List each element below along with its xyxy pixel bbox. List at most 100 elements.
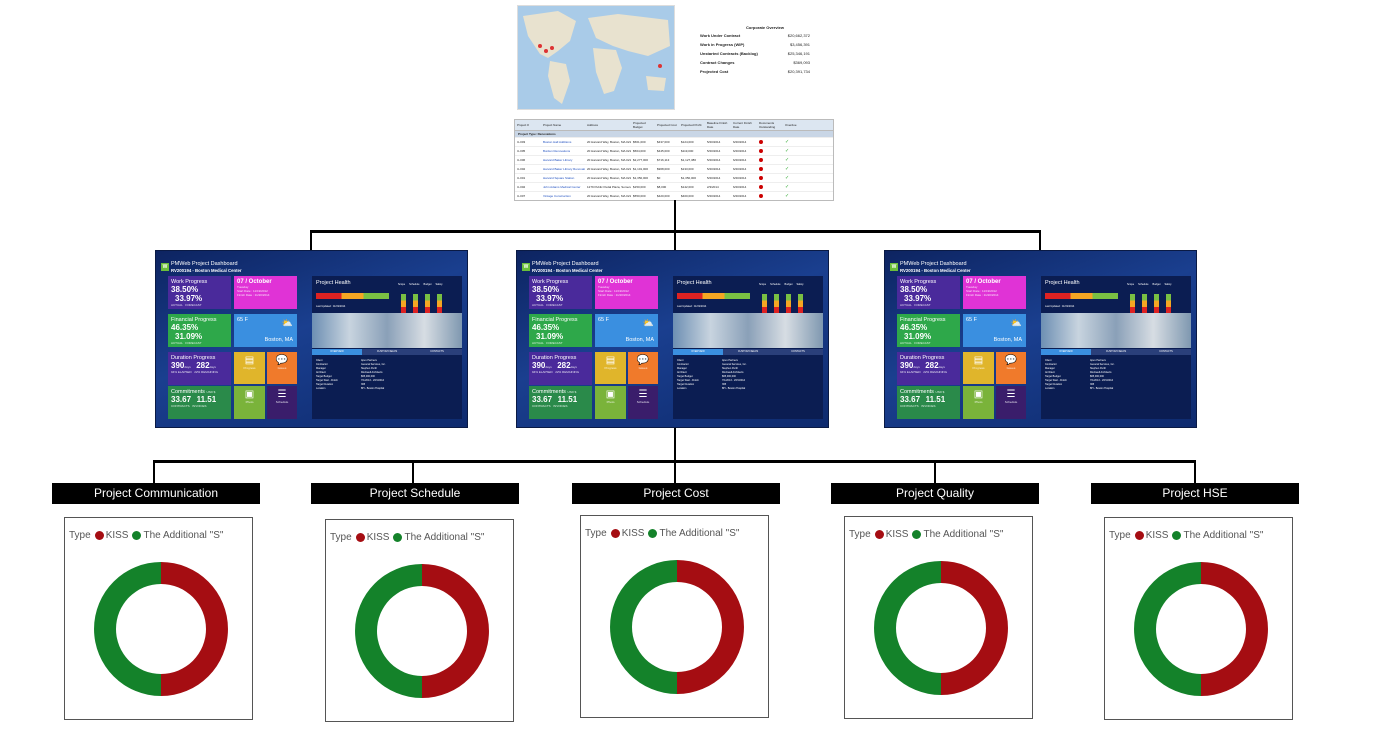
list-icon: ☰	[1006, 389, 1016, 400]
photo-tile[interactable]: ▣ Photo	[595, 386, 626, 419]
issues-tile[interactable]: 💬 Issues	[628, 352, 658, 384]
donut-slice-kiss[interactable]	[422, 564, 489, 698]
donut-slice-additional-s[interactable]	[610, 560, 677, 694]
work-progress-tile[interactable]: Work Progress 38.50% 33.97% ACTUAL FOREC…	[897, 276, 960, 309]
donut-slice-additional-s[interactable]	[355, 564, 422, 698]
tile-label: Issues	[638, 366, 648, 370]
table-cell: U-005	[517, 149, 526, 153]
commitments-tile[interactable]: Commitments USD $ 33.67 11.51 CONTRACTS …	[529, 386, 592, 419]
donut-slice-additional-s[interactable]	[874, 561, 941, 695]
date-tile[interactable]: 07 / October Tuesday Start Date : 11/19/…	[595, 276, 658, 309]
tab-contacts[interactable]: CONTACTS	[1141, 349, 1191, 355]
project-info: Client Apex Partners Contractor General Ser…	[316, 359, 386, 391]
table-row: U-002 John Adams Medical Center 1279 Publi…	[515, 182, 833, 191]
project-link[interactable]: Burden Renovations	[543, 149, 571, 153]
tab-contacts[interactable]: CONTACTS	[412, 349, 462, 355]
health-progress-bar	[1045, 293, 1118, 299]
project-link[interactable]: Harvard Baker Library	[543, 158, 573, 162]
currency-unit: USD $	[567, 390, 577, 394]
commitments-contracts: 33.67	[532, 395, 553, 404]
legend-title: Type	[585, 528, 607, 539]
commitments-tile[interactable]: Commitments USD $ 33.67 11.51 CONTRACTS …	[897, 386, 960, 419]
info-key: Contractor	[677, 363, 689, 366]
info-value: $65,000,000	[361, 375, 375, 378]
map-marker	[538, 44, 542, 48]
project-link[interactable]: John Adams Medical Center	[543, 185, 581, 189]
financial-progress-tile[interactable]: Financial Progress 46.35% 31.09% ACTUAL …	[897, 314, 960, 347]
tab-custom-fields[interactable]: CUSTOM FIELDS	[1091, 349, 1141, 355]
building-photo	[1041, 313, 1191, 348]
commitments-contracts: 33.67	[171, 395, 192, 404]
info-value: 7/1/2013 - 2/15/2014	[1090, 379, 1114, 382]
schedule-tile[interactable]: ☰ Schedule	[996, 386, 1026, 419]
project-link[interactable]: Boston Hall Additions	[543, 140, 572, 144]
issues-tile[interactable]: 💬 Issues	[267, 352, 297, 384]
weather-tile[interactable]: 65 F ⛅ Boston, MA	[234, 314, 297, 347]
info-value: Apex Partners	[361, 359, 377, 362]
weather-city: Boston, MA	[993, 337, 1022, 343]
contracts-label: CONTRACTS	[171, 404, 190, 408]
column-header: Documents Outstanding	[759, 121, 776, 129]
duration-progress-tile[interactable]: Duration Progress 390days 282days 94% EL…	[168, 352, 231, 385]
connector-line	[674, 200, 676, 250]
schedule-tile[interactable]: ☰ Schedule	[628, 386, 658, 419]
donut-slice-kiss[interactable]	[677, 560, 744, 694]
overview-label: Work Under Contract	[700, 33, 741, 38]
donut-slice-kiss[interactable]	[1201, 562, 1268, 696]
date-tile[interactable]: 07 / October Tuesday Start Date : 11/19/…	[963, 276, 1026, 309]
progress-tile[interactable]: ▤ Progress	[963, 352, 994, 384]
tab-overview[interactable]: OVERVIEW	[312, 349, 362, 355]
donut-slice-additional-s[interactable]	[94, 562, 161, 696]
duration-progress-tile[interactable]: Duration Progress 390days 282days 94% EL…	[897, 352, 960, 385]
tab-custom-fields[interactable]: CUSTOM FIELDS	[362, 349, 412, 355]
tab-custom-fields[interactable]: CUSTOM FIELDS	[723, 349, 773, 355]
project-link[interactable]: Harvard Square Station	[543, 176, 575, 180]
photo-tile[interactable]: ▣ Photo	[963, 386, 994, 419]
remaining-label: 22% REMAINING	[194, 370, 219, 374]
date-tile[interactable]: 07 / October Tuesday Start Date : 11/19/…	[234, 276, 297, 309]
legend-entry: KISS	[366, 532, 390, 543]
project-link[interactable]: Harvard Baker Library Renovations	[543, 167, 585, 171]
remaining-label: 22% REMAINING	[555, 370, 580, 374]
duration-remaining: 282	[196, 361, 210, 370]
donut-slice-kiss[interactable]	[161, 562, 228, 696]
legend-entry: The Additional "S"	[404, 532, 485, 543]
tab-overview[interactable]: OVERVIEW	[1041, 349, 1091, 355]
donut-slice-kiss[interactable]	[941, 561, 1008, 695]
progress-tile[interactable]: ▤ Progress	[234, 352, 265, 384]
donut-slice-additional-s[interactable]	[1134, 562, 1201, 696]
commitments-tile[interactable]: Commitments USD $ 33.67 11.51 CONTRACTS …	[168, 386, 231, 419]
work-progress-tile[interactable]: Work Progress 38.50% 33.97% ACTUAL FOREC…	[529, 276, 592, 309]
day-label: Tuesday	[598, 285, 610, 289]
financial-progress-tile[interactable]: Financial Progress 46.35% 31.09% ACTUAL …	[168, 314, 231, 347]
info-key: Manager	[1045, 367, 1055, 370]
info-value: 7/1/2013 - 2/15/2014	[722, 379, 746, 382]
duration-progress-tile[interactable]: Duration Progress 390days 282days 94% EL…	[529, 352, 592, 385]
progress-tile[interactable]: ▤ Progress	[595, 352, 626, 384]
duration-elapsed: 390	[532, 361, 546, 370]
work-progress-tile[interactable]: Work Progress 38.50% 33.97% ACTUAL FOREC…	[168, 276, 231, 309]
issues-tile[interactable]: 💬 Issues	[996, 352, 1026, 384]
tab-overview[interactable]: OVERVIEW	[673, 349, 723, 355]
date-label: 07 / October	[966, 279, 1001, 285]
info-key: Contractor	[316, 363, 328, 366]
info-key: Target Budget	[1045, 375, 1061, 378]
forecast-label: FORECAST	[546, 341, 563, 345]
currency-unit: USD $	[206, 390, 216, 394]
weather-tile[interactable]: 65 F ⛅ Boston, MA	[963, 314, 1026, 347]
health-col: Scope	[759, 283, 767, 286]
financial-forecast: 31.09%	[175, 332, 203, 341]
financial-progress-tile[interactable]: Financial Progress 46.35% 31.09% ACTUAL …	[529, 314, 592, 347]
tile-label: Progress	[604, 366, 617, 370]
legend-swatch	[874, 530, 884, 539]
health-gauge	[786, 294, 791, 314]
schedule-tile[interactable]: ☰ Schedule	[267, 386, 297, 419]
table-cell: $1,101,000	[633, 167, 649, 171]
photo-tile[interactable]: ▣ Photo	[234, 386, 265, 419]
project-link[interactable]: Vintage Construction	[543, 194, 571, 198]
commitments-invoices: 11.51	[557, 395, 578, 404]
weather-tile[interactable]: 65 F ⛅ Boston, MA	[595, 314, 658, 347]
tab-contacts[interactable]: CONTACTS	[773, 349, 823, 355]
legend-swatch	[393, 533, 403, 542]
last-updated: Last Updated : 11/19/2014	[677, 305, 707, 308]
